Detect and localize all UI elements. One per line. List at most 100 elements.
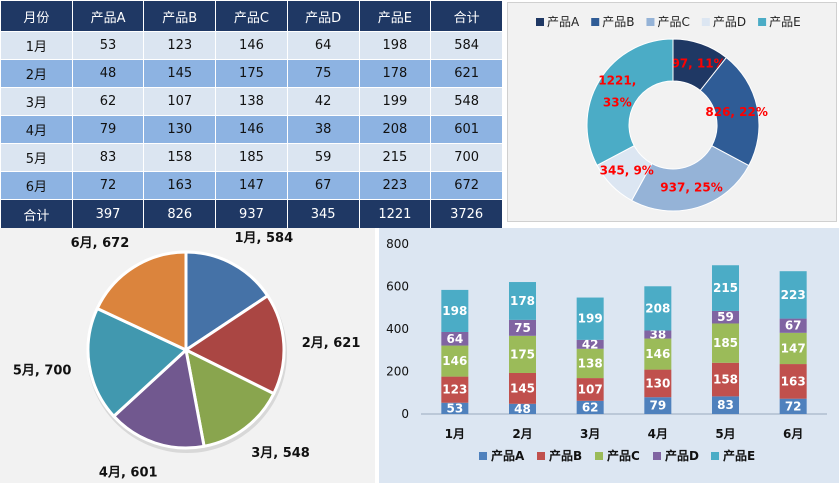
table-cell: 185 [215,143,288,172]
bar-segment [712,396,739,414]
donut-data-label: 826, 22% [705,105,768,119]
bar-segment [509,403,536,414]
table-cell: 6月 [0,171,73,200]
bar-data-label: 79 [649,399,666,413]
table-row: 6月 72 163 147 67 223 672 [0,171,503,200]
table-cell: 48 [71,59,145,88]
header-product-d: 产品D [286,0,360,32]
table-cell: 208 [358,115,432,144]
table-cell: 62 [71,87,145,116]
table-cell: 146 [215,31,288,60]
bar-segment [779,332,807,365]
table-cell: 199 [358,87,432,116]
table-row: 5月 83 158 185 59 215 700 [0,143,503,172]
bar-data-label: 198 [442,304,467,318]
table-cell: 42 [286,87,360,116]
bar-data-label: 83 [717,398,734,412]
legend-label: 产品A [491,448,525,463]
bar-segment [441,345,469,377]
table-cell: 147 [215,171,288,200]
table-cell: 53 [71,31,145,60]
bar-data-label: 145 [510,381,535,395]
bar-segment [509,282,536,320]
bar-segment [644,397,672,414]
table-cell: 79 [71,115,145,144]
legend-swatch [701,18,710,26]
legend-label: 产品E [769,15,801,29]
table-cell: 72 [71,171,145,200]
table-cell: 138 [215,87,288,116]
bar-data-label: 75 [514,321,531,335]
summary-table-panel: 月份 产品A 产品B 产品C 产品D 产品E 合计 1月 53 123 146 … [0,0,503,229]
header-product-c: 产品C [215,0,288,32]
bar-data-label: 42 [582,337,599,351]
pie-slice [95,250,188,352]
legend-swatch [479,452,487,460]
table-cell: 75 [286,59,360,88]
header-product-e: 产品E [358,0,432,32]
table-cell: 130 [143,115,217,144]
bar-segment [644,338,672,370]
bar-segment [576,400,604,414]
donut-data-label: 345, 9% [600,164,654,178]
legend-swatch [711,452,719,460]
bar-data-label: 163 [781,374,806,388]
bar-data-label: 146 [442,354,467,368]
legend-swatch [536,18,544,26]
pie-data-label: 1月, 584 [235,231,294,246]
legend-swatch [537,452,545,460]
legend-label: 产品B [549,448,582,463]
bar-data-label: 146 [645,347,670,361]
bar-data-label: 158 [713,373,738,387]
table-row: 2月 48 145 175 75 178 621 [0,59,503,88]
table-row: 3月 62 107 138 42 199 548 [0,87,503,116]
bar-segment [712,362,739,397]
bar-segment [441,331,469,346]
pie-data-label: 4月, 601 [99,465,158,480]
x-tick-label: 5月 [715,427,735,441]
bar-segment [779,398,807,414]
table-cell: 672 [430,171,503,200]
table-cell: 223 [358,171,432,200]
bar-data-label: 38 [649,328,666,342]
bar-data-label: 175 [510,347,535,361]
pie-slice [86,306,188,418]
bar-data-label: 208 [645,301,670,315]
pie-data-label: 5月, 700 [13,363,72,378]
legend-swatch [595,452,603,460]
legend-label: 产品A [547,15,580,29]
pie-chart: 1月, 584 2月, 621 3月, 548 4月, 601 5月, 700 6月, 6… [13,231,361,480]
legend-label: 产品C [657,15,689,29]
table-cell: 4月 [0,115,73,144]
bar-segment [779,271,807,319]
table-cell: 64 [286,31,360,60]
bar-data-label: 147 [781,341,806,355]
bar-data-label: 107 [578,382,603,396]
table-cell: 621 [430,59,503,88]
header-product-b: 产品B [143,0,217,32]
table-cell: 3月 [0,87,73,116]
donut-slice [631,145,750,212]
bar-segment [509,319,536,336]
legend-label: 产品E [723,448,755,463]
header-product-a: 产品A [71,0,145,32]
table-cell: 1221 [358,199,432,229]
table-cell: 38 [286,115,360,144]
donut-chart-panel: 产品A 产品B 产品C 产品D 产品E 397, 11% 826, 22% 937, 25% 3… [507,2,837,222]
y-tick-label: 800 [386,237,409,251]
bar-data-label: 67 [785,319,802,333]
header-month: 月份 [0,0,73,32]
y-tick-label: 400 [386,322,409,336]
table-cell: 5月 [0,143,73,172]
table-cell: 584 [430,31,503,60]
legend-swatch [758,18,767,26]
pie-slice [184,250,270,352]
x-tick-label: 6月 [783,427,803,441]
bar-segment [441,376,469,403]
table-cell: 1月 [0,31,73,60]
x-tick-label: 4月 [648,427,668,441]
table-header-row: 月份 产品A 产品B 产品C 产品D 产品E 合计 [0,0,503,32]
header-total: 合计 [430,0,503,32]
pie-chart-panel: 1月, 584 2月, 621 3月, 548 4月, 601 5月, 700 6月, 6… [0,228,375,483]
legend-label: 产品B [602,15,634,29]
